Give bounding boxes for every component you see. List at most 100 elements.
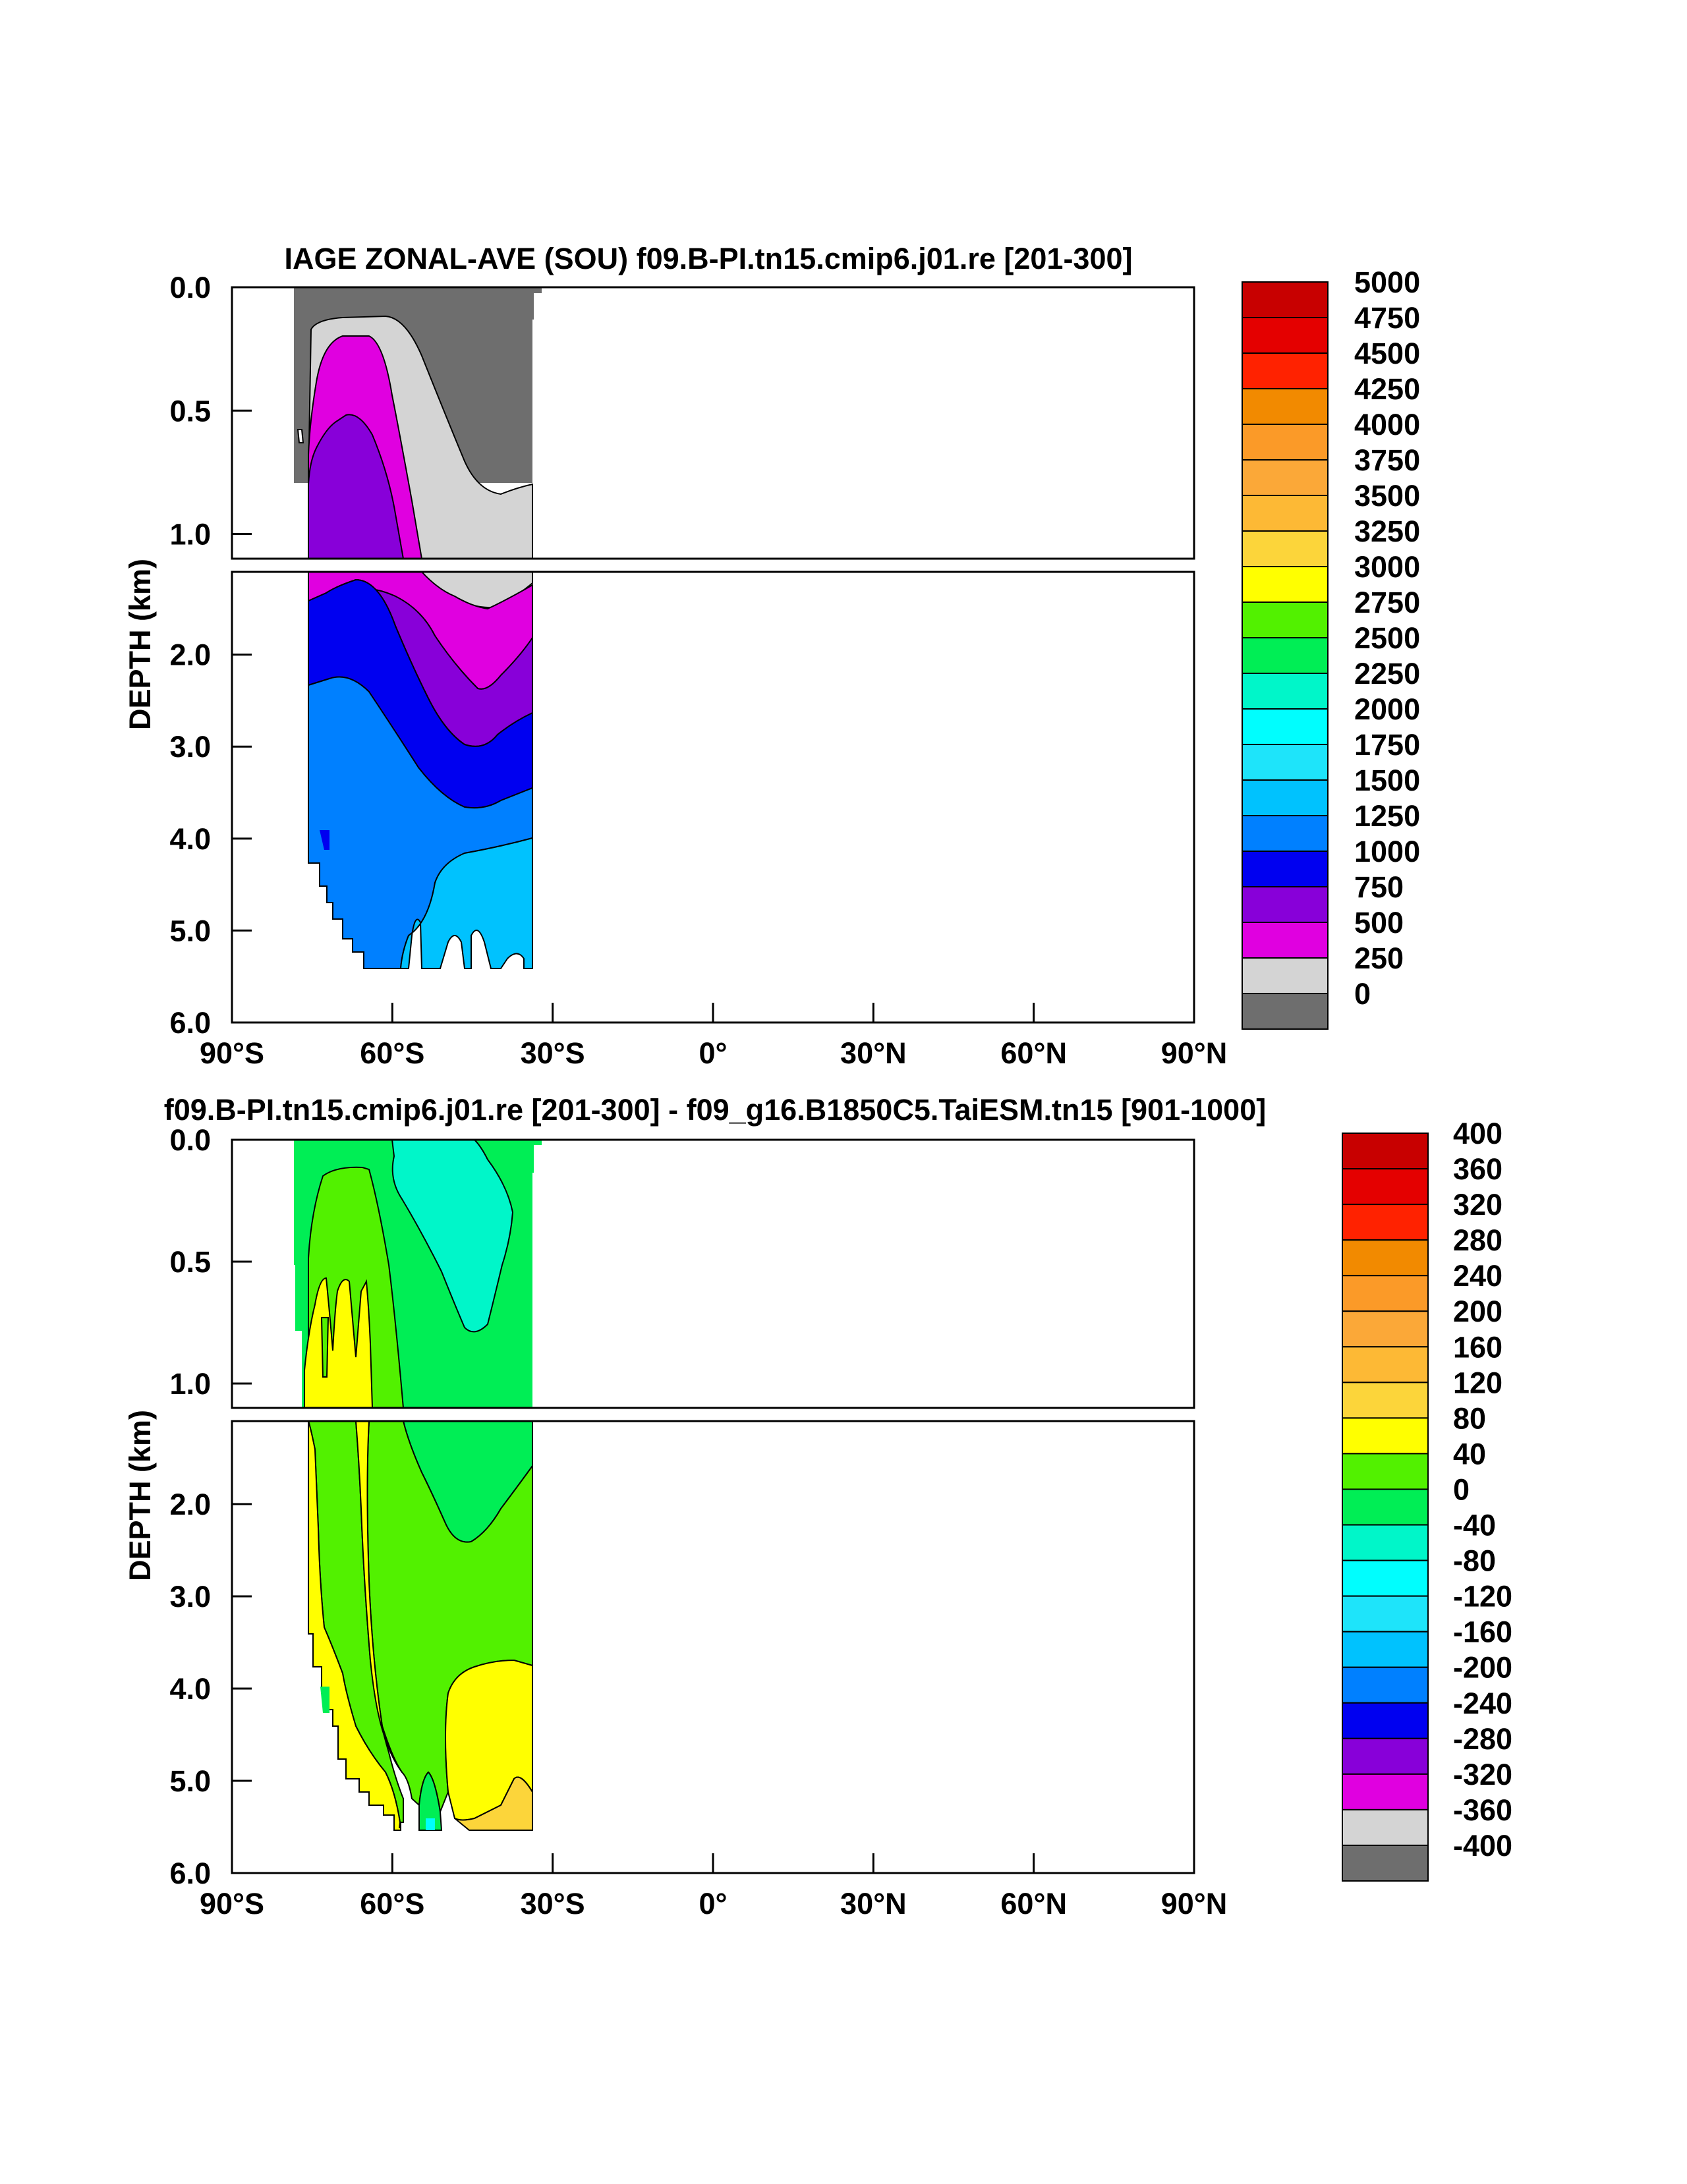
colorbar-label: 80	[1453, 1401, 1486, 1435]
diff-field-teal-deep	[418, 1771, 443, 1831]
colorbar-swatch	[1342, 1239, 1429, 1277]
x-tick-label: 0°	[699, 1036, 727, 1070]
colorbar-label: 200	[1453, 1295, 1502, 1328]
colorbar-label: 160	[1453, 1330, 1502, 1364]
colorbar-swatch	[1342, 1382, 1429, 1419]
panel-1-upper-fields	[294, 287, 542, 559]
colorbar-label: 4250	[1354, 372, 1420, 406]
x-tick-label: 90°N	[1161, 1887, 1228, 1920]
colorbar-swatch	[1342, 1168, 1429, 1206]
colorbar-label: 0	[1354, 977, 1371, 1011]
x-tick-label: 0°	[699, 1887, 727, 1920]
colorbar-swatch	[1342, 1310, 1429, 1348]
colorbar-label: -240	[1453, 1687, 1512, 1720]
y-tick-label: 3.0	[169, 1580, 211, 1613]
colorbar-swatch	[1242, 424, 1329, 461]
diff-field-yellow	[304, 1277, 374, 1409]
colorbar-swatch	[1342, 1595, 1429, 1633]
colorbar-swatch	[1242, 886, 1329, 923]
x-tick-label: 30°S	[521, 1036, 585, 1070]
panel-1: IAGE ZONAL-AVE (SOU) f09.B-PI.tn15.cmip6…	[123, 242, 1420, 1070]
colorbar-swatch	[1242, 922, 1329, 959]
panel-2: f09.B-PI.tn15.cmip6.j01.re [201-300] - f…	[123, 1093, 1512, 1920]
panel-2-ylabel: DEPTH (km)	[123, 1410, 157, 1581]
colorbar-swatch	[1242, 815, 1329, 852]
y-tick-label: 3.0	[169, 730, 211, 764]
colorbar-label: 40	[1453, 1437, 1486, 1470]
y-tick-label: 0.0	[169, 1123, 211, 1157]
colorbar-label: 360	[1453, 1152, 1502, 1186]
panel-2-upper-frame	[231, 1138, 1195, 1409]
y-tick-label: 5.0	[169, 914, 211, 947]
colorbar-label: 3250	[1354, 515, 1420, 548]
colorbar-swatch	[1342, 1844, 1429, 1882]
colorbar-label: 4000	[1354, 408, 1420, 441]
panel-2-colorbar: 40036032028024020016012080400-40-80-120-…	[1342, 1117, 1512, 1882]
x-tick-label: 60°S	[360, 1036, 424, 1070]
colorbar-label: 500	[1354, 906, 1404, 939]
colorbar-label: 2000	[1354, 692, 1420, 726]
x-tick-label: 90°N	[1161, 1036, 1228, 1070]
panel-2-title: f09.B-PI.tn15.cmip6.j01.re [201-300] - f…	[164, 1093, 1266, 1127]
colorbar-label: 3750	[1354, 443, 1420, 477]
x-tick-label: 90°S	[200, 1887, 264, 1920]
colorbar-label: 280	[1453, 1223, 1502, 1257]
colorbar-swatch	[1342, 1666, 1429, 1704]
colorbar-label: 320	[1453, 1188, 1502, 1221]
y-tick-label: 1.0	[169, 1367, 211, 1401]
colorbar-label: -400	[1453, 1829, 1512, 1862]
colorbar-swatch	[1242, 459, 1329, 496]
panel-2-y-ticks: 0.0 0.5 1.0 2.0 3.0 4.0 5.0 6.0	[169, 1123, 252, 1890]
x-tick-label: 30°N	[840, 1887, 907, 1920]
colorbar-label: 2500	[1354, 621, 1420, 655]
colorbar-swatch	[1242, 566, 1329, 603]
colorbar-swatch	[1242, 851, 1329, 887]
colorbar-swatch	[1242, 530, 1329, 567]
colorbar-swatch	[1342, 1417, 1429, 1455]
colorbar-label: -160	[1453, 1615, 1512, 1649]
diff-field-teal-speck	[320, 1687, 329, 1713]
y-tick-label: 5.0	[169, 1764, 211, 1798]
colorbar-swatch	[1242, 352, 1329, 389]
colorbar-label: 1000	[1354, 835, 1420, 868]
colorbar-label: -200	[1453, 1651, 1512, 1685]
field-white-speck	[297, 429, 304, 443]
colorbar-swatch	[1342, 1133, 1429, 1170]
field-purple	[308, 414, 405, 559]
panel-2-x-ticks: 90°S 60°S 30°S 0° 30°N 60°N 90°N	[200, 1853, 1227, 1920]
colorbar-label: -320	[1453, 1758, 1512, 1791]
colorbar-swatch	[1242, 673, 1329, 710]
field-light-blue-deep	[399, 837, 533, 969]
colorbar-swatch	[1342, 1559, 1429, 1597]
panel-1-colorbar: 5000475045004250400037503500325030002750…	[1242, 266, 1420, 1030]
colorbar-label: -80	[1453, 1544, 1496, 1578]
x-tick-label: 90°S	[200, 1036, 264, 1070]
colorbar-swatch	[1342, 1346, 1429, 1384]
panel-2-lower-fields	[304, 1420, 533, 1831]
colorbar-swatch	[1342, 1808, 1429, 1846]
colorbar-swatch	[1342, 1204, 1429, 1241]
y-tick-label: 2.0	[169, 1488, 211, 1521]
colorbar-swatch	[1342, 1702, 1429, 1739]
colorbar-swatch	[1242, 957, 1329, 994]
colorbar-label: 0	[1453, 1472, 1470, 1506]
colorbar-label: 1750	[1354, 728, 1420, 762]
y-tick-label: 0.5	[169, 1245, 211, 1279]
colorbar-label: -360	[1453, 1793, 1512, 1827]
colorbar-swatch	[1342, 1453, 1429, 1490]
diff-speck-1	[320, 1317, 329, 1378]
panel-1-ylabel: DEPTH (km)	[123, 559, 157, 730]
colorbar-swatch	[1342, 1524, 1429, 1561]
y-tick-label: 0.5	[169, 394, 211, 428]
colorbar-label: 750	[1354, 870, 1404, 904]
x-tick-label: 30°S	[521, 1887, 585, 1920]
colorbar-label: 2750	[1354, 586, 1420, 619]
colorbar-swatch	[1242, 388, 1329, 425]
colorbar-swatch	[1242, 495, 1329, 532]
diff-field-yellow-deep	[308, 1420, 403, 1831]
colorbar-label: 5000	[1354, 266, 1420, 299]
colorbar-label: -280	[1453, 1722, 1512, 1756]
colorbar-label: 240	[1453, 1259, 1502, 1293]
field-blue-speck	[320, 830, 329, 850]
colorbar-label: -40	[1453, 1509, 1496, 1542]
